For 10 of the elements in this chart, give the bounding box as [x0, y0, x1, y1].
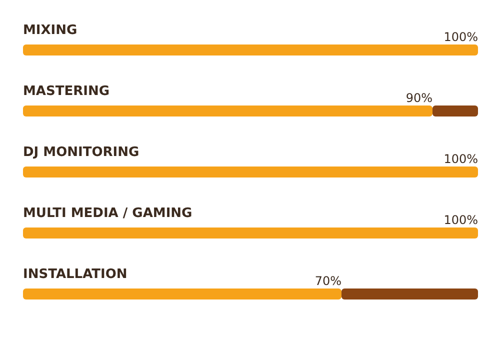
data-label: 100%: [444, 30, 478, 44]
y-tick-label: INSTALLATION: [23, 267, 128, 282]
data-label: 70%: [314, 274, 342, 288]
data-label: 100%: [444, 152, 478, 166]
y-tick-label: MASTERING: [23, 84, 110, 99]
y-tick-label: MULTI MEDIA / GAMING: [23, 206, 192, 221]
data-label: 100%: [444, 213, 478, 227]
y-tick-label: DJ MONITORING: [23, 145, 140, 160]
data-label: 90%: [406, 91, 432, 105]
y-tick-label: MIXING: [23, 23, 78, 38]
